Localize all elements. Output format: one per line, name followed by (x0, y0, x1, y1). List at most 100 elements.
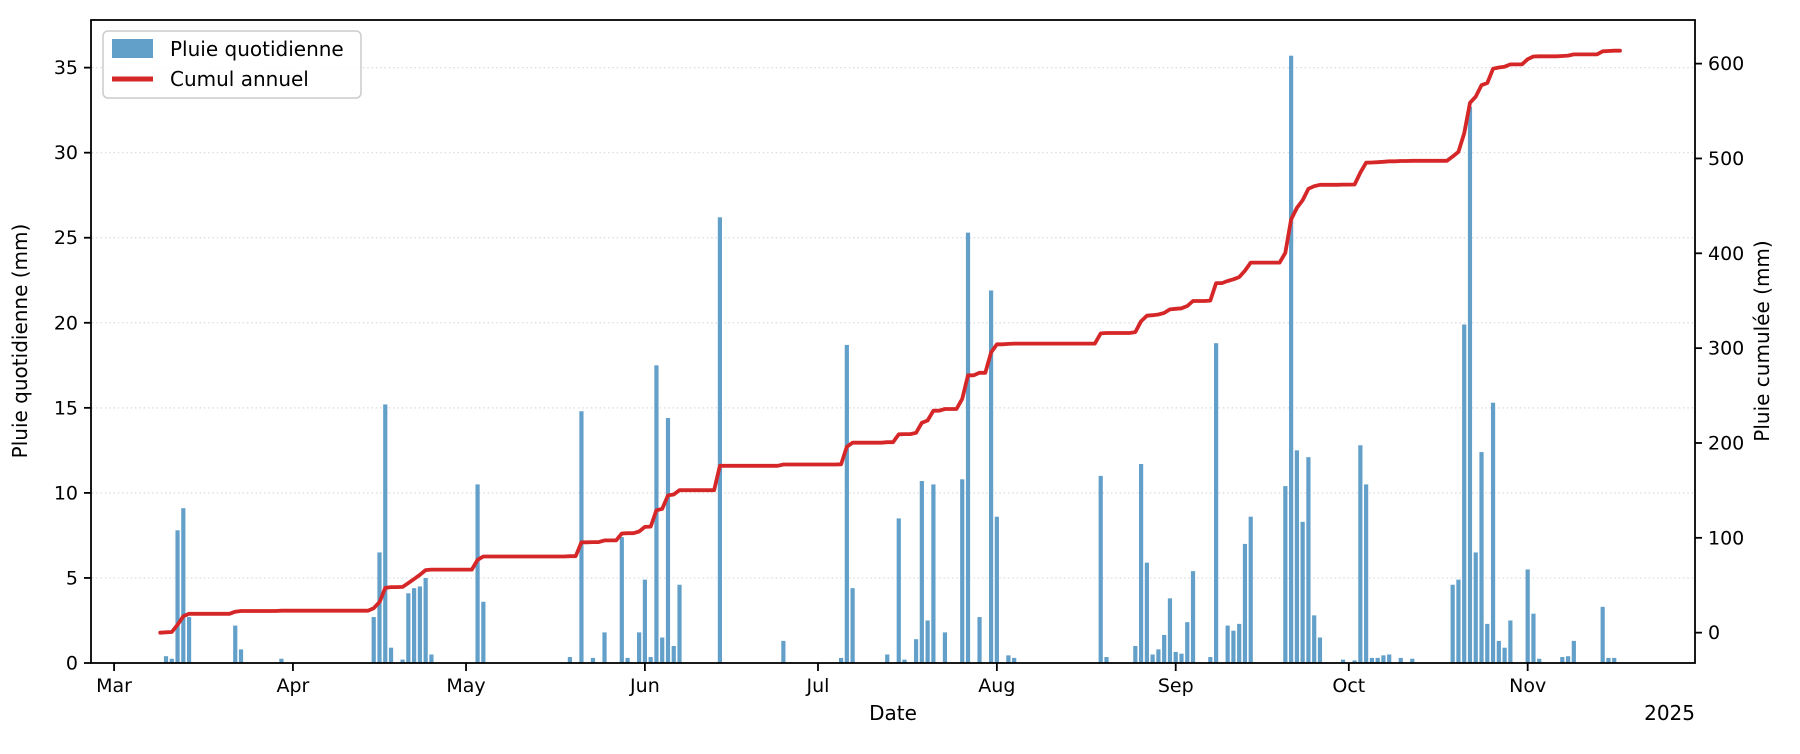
daily-rain-bar (931, 484, 936, 663)
daily-rain-bars-layer (163, 55, 1617, 664)
month-tick-label: Aug (978, 675, 1015, 697)
daily-rain-bar (1156, 649, 1161, 663)
daily-rain-bar (1006, 655, 1011, 663)
month-tick-label: Jun (629, 675, 660, 697)
right-y-axis-label: Pluie cumulée (mm) (1750, 240, 1774, 441)
daily-rain-bar (1098, 475, 1103, 663)
cumulative-rain-line (158, 48, 1622, 635)
daily-rain-bar (1496, 640, 1501, 663)
right-axis-tick-label: 100 (1708, 527, 1744, 549)
daily-rain-bar (660, 637, 665, 663)
daily-rain-bar (1612, 657, 1617, 663)
daily-rain-bar (1606, 657, 1611, 663)
daily-rain-bar (1179, 653, 1184, 663)
daily-rain-bar (671, 645, 676, 663)
daily-rain-bar (1214, 343, 1219, 663)
daily-rain-bar (400, 659, 405, 663)
daily-rain-bar (1502, 647, 1507, 663)
daily-rain-bar (1300, 521, 1305, 663)
daily-rain-bar (913, 639, 919, 663)
daily-rain-bar (637, 632, 642, 663)
daily-rain-bar (942, 632, 948, 663)
daily-rain-bar (423, 577, 428, 663)
daily-rain-bar (960, 479, 965, 663)
daily-rain-bar (1167, 598, 1173, 663)
daily-rain-bar (965, 232, 971, 664)
daily-rain-bar (371, 617, 376, 663)
month-tick-label: Oct (1332, 675, 1365, 697)
daily-rain-bar (625, 657, 630, 663)
daily-rain-bar (1525, 569, 1530, 663)
plot-frame (90, 19, 1696, 664)
daily-rain-bar (388, 647, 394, 663)
daily-rain-bar (1473, 552, 1478, 663)
daily-rain-bar (1490, 402, 1496, 663)
left-axis-tick-label: 5 (66, 567, 78, 589)
daily-rain-bar (412, 588, 417, 663)
daily-rain-bar (169, 658, 174, 663)
month-tick-label: Jul (806, 675, 830, 697)
daily-rain-bar (1387, 654, 1392, 663)
left-axis-tick-label: 25 (54, 227, 78, 249)
right-axis-tick-label: 200 (1708, 432, 1744, 454)
daily-rain-bar (475, 484, 480, 663)
daily-rain-bar (665, 418, 671, 663)
daily-rain-bar (925, 620, 930, 663)
daily-rain-bar (844, 344, 849, 663)
daily-rain-bar (1317, 637, 1323, 663)
daily-rain-bar (1479, 452, 1484, 663)
daily-rain-bar (988, 290, 994, 663)
daily-rain-bar (1531, 613, 1536, 663)
daily-rain-bar (1462, 324, 1467, 663)
daily-rain-bar (781, 640, 786, 663)
daily-rain-bar (1289, 55, 1294, 663)
daily-rain-bar (163, 656, 169, 663)
year-label: 2025 (1644, 701, 1695, 725)
daily-rain-bar (885, 654, 890, 663)
daily-rain-bar (1173, 651, 1178, 663)
legend-bar-label: Pluie quotidienne (170, 37, 344, 61)
legend-line-label: Cumul annuel (170, 67, 309, 91)
daily-rain-bar (1237, 623, 1242, 663)
daily-rain-bar (567, 657, 572, 663)
daily-rain-bar (1312, 615, 1317, 663)
right-axis-tick-label: 0 (1708, 622, 1720, 644)
daily-rain-bar (1352, 660, 1357, 663)
daily-rain-bar (417, 586, 422, 663)
daily-rain-bar (602, 632, 607, 663)
daily-rain-bar (896, 518, 901, 663)
daily-rain-bar (1364, 484, 1369, 663)
daily-rain-bar (850, 588, 855, 663)
right-axis-tick-label: 400 (1708, 243, 1744, 265)
ticks-layer (84, 62, 1702, 671)
daily-rain-bar (406, 593, 411, 663)
daily-rain-bar (1012, 657, 1017, 663)
legend-bar-swatch (112, 39, 153, 58)
daily-rain-bar (1294, 450, 1299, 663)
left-axis-tick-label: 35 (54, 57, 78, 79)
daily-rain-bar (1381, 655, 1386, 663)
daily-rain-bar (642, 579, 647, 663)
left-axis-tick-label: 0 (66, 653, 78, 675)
daily-rain-bar (717, 217, 723, 663)
daily-rain-bar (838, 657, 844, 663)
daily-rain-bar (1340, 659, 1346, 663)
daily-rain-bar (619, 537, 624, 663)
daily-rain-bar (181, 508, 186, 663)
daily-rain-bar (919, 480, 924, 663)
month-tick-label: Mar (96, 675, 132, 697)
daily-rain-bar (1450, 584, 1455, 663)
daily-rain-bar (1283, 486, 1288, 663)
daily-rain-bar (1162, 634, 1167, 663)
daily-rain-bar (175, 530, 180, 663)
daily-rain-bar (1565, 656, 1571, 663)
daily-rain-bar (1410, 658, 1415, 663)
left-axis-tick-label: 20 (54, 312, 78, 334)
daily-rain-bar (1133, 645, 1138, 663)
daily-rain-bar (1185, 622, 1190, 663)
daily-rain-bar (1560, 657, 1565, 663)
daily-rain-bar (429, 654, 434, 663)
daily-rain-bar (279, 658, 284, 663)
